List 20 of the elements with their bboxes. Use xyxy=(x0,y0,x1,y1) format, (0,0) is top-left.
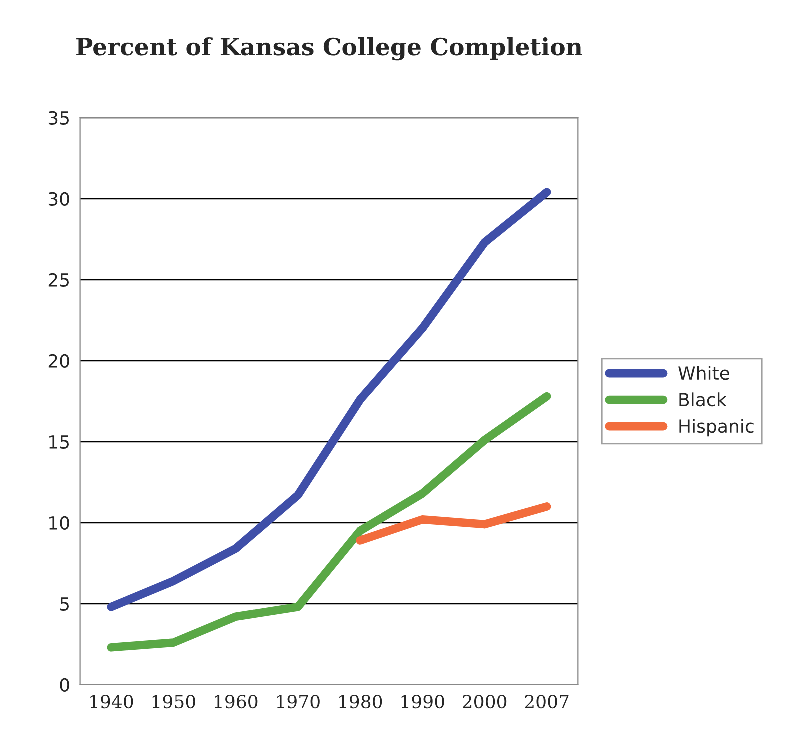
y-tick-label: 30 xyxy=(48,192,70,206)
y-tick-label: 35 xyxy=(48,111,69,126)
legend-label: Hispanic xyxy=(680,419,754,437)
x-tick-label: 1960 xyxy=(215,694,258,709)
y-tick-label: 5 xyxy=(60,598,69,612)
x-tick-label: 1980 xyxy=(340,694,382,709)
x-tick-label: 1990 xyxy=(402,694,444,709)
x-tick-label: 1940 xyxy=(90,694,134,709)
y-tick-label: 15 xyxy=(50,436,69,450)
x-tick-label: 2000 xyxy=(463,694,507,709)
x-tick-label: 2007 xyxy=(525,694,569,709)
legend-label: White xyxy=(678,366,730,380)
y-tick-label: 0 xyxy=(60,678,70,692)
y-tick-label: 25 xyxy=(48,273,69,288)
x-tick-label: 1950 xyxy=(152,694,196,709)
legend-label: Black xyxy=(680,392,727,407)
y-tick-label: 20 xyxy=(48,354,70,368)
y-tick-label: 10 xyxy=(50,516,70,530)
x-tick-label: 1970 xyxy=(277,694,320,709)
chart-title: Percent of Kansas College Completion xyxy=(76,37,582,61)
